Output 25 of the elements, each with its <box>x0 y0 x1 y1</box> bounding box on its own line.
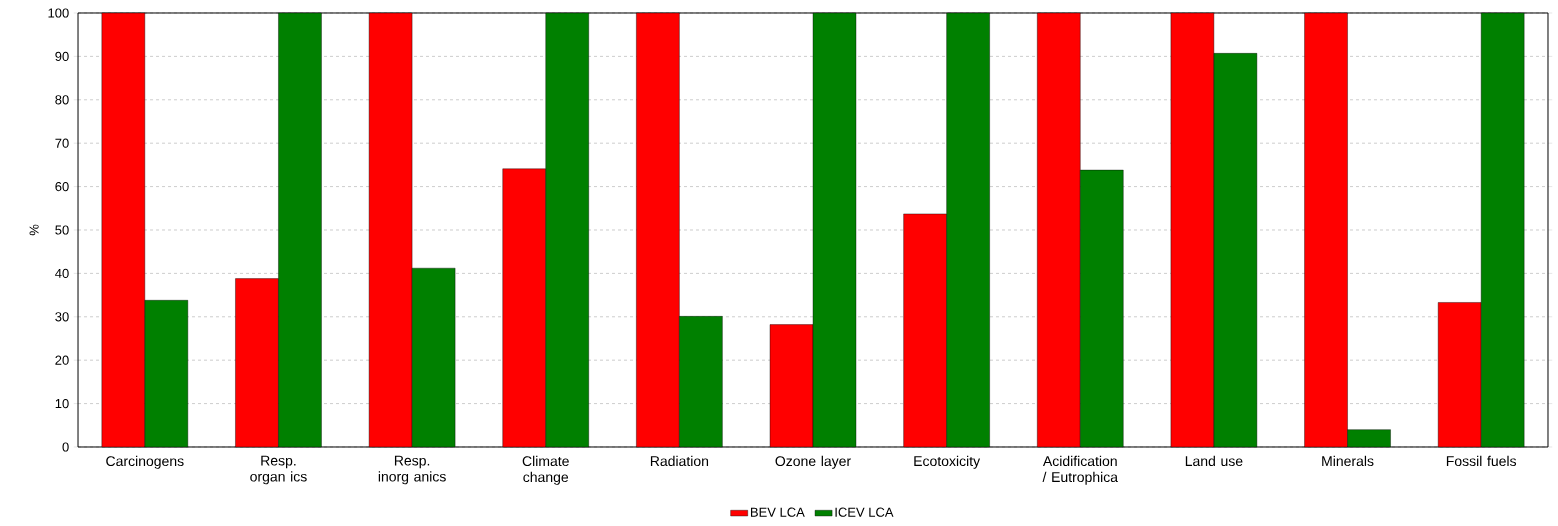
y-tick-label: 90 <box>55 51 69 61</box>
y-tick-label: 30 <box>55 312 69 322</box>
x-tick-label: Acidification / Eutrophica <box>1042 455 1119 485</box>
x-tick-label: Land use <box>1185 455 1243 467</box>
x-tick-label: Radiation <box>650 455 709 467</box>
y-tick-label: 20 <box>55 355 69 365</box>
legend-label: BEV LCA <box>750 507 805 517</box>
y-tick-label: 40 <box>55 268 69 278</box>
x-tick-label: Ecotoxicity <box>914 455 981 469</box>
x-tick-label: Ozone layer <box>775 455 851 469</box>
x-tick-label: Resp. organ ics <box>250 455 307 485</box>
y-tick-label: 70 <box>55 138 69 148</box>
legend-label: ICEV LCA <box>835 507 894 517</box>
x-tick-label: Resp. inorg anics <box>378 455 446 485</box>
y-tick-label: 10 <box>55 398 69 409</box>
y-tick-label: 0 <box>62 442 69 452</box>
y-tick-label: 50 <box>55 225 69 235</box>
y-tick-label: 100 <box>48 8 69 18</box>
x-tick-label: Minerals <box>1322 455 1374 467</box>
x-tick-label: Climate change <box>522 455 569 485</box>
x-tick-label: Fossil fuels <box>1446 455 1517 467</box>
y-tick-label: 60 <box>55 181 69 192</box>
y-axis-title: % <box>29 224 39 236</box>
y-tick-label: 80 <box>55 95 69 105</box>
x-tick-label: Carcinogens <box>106 455 184 469</box>
